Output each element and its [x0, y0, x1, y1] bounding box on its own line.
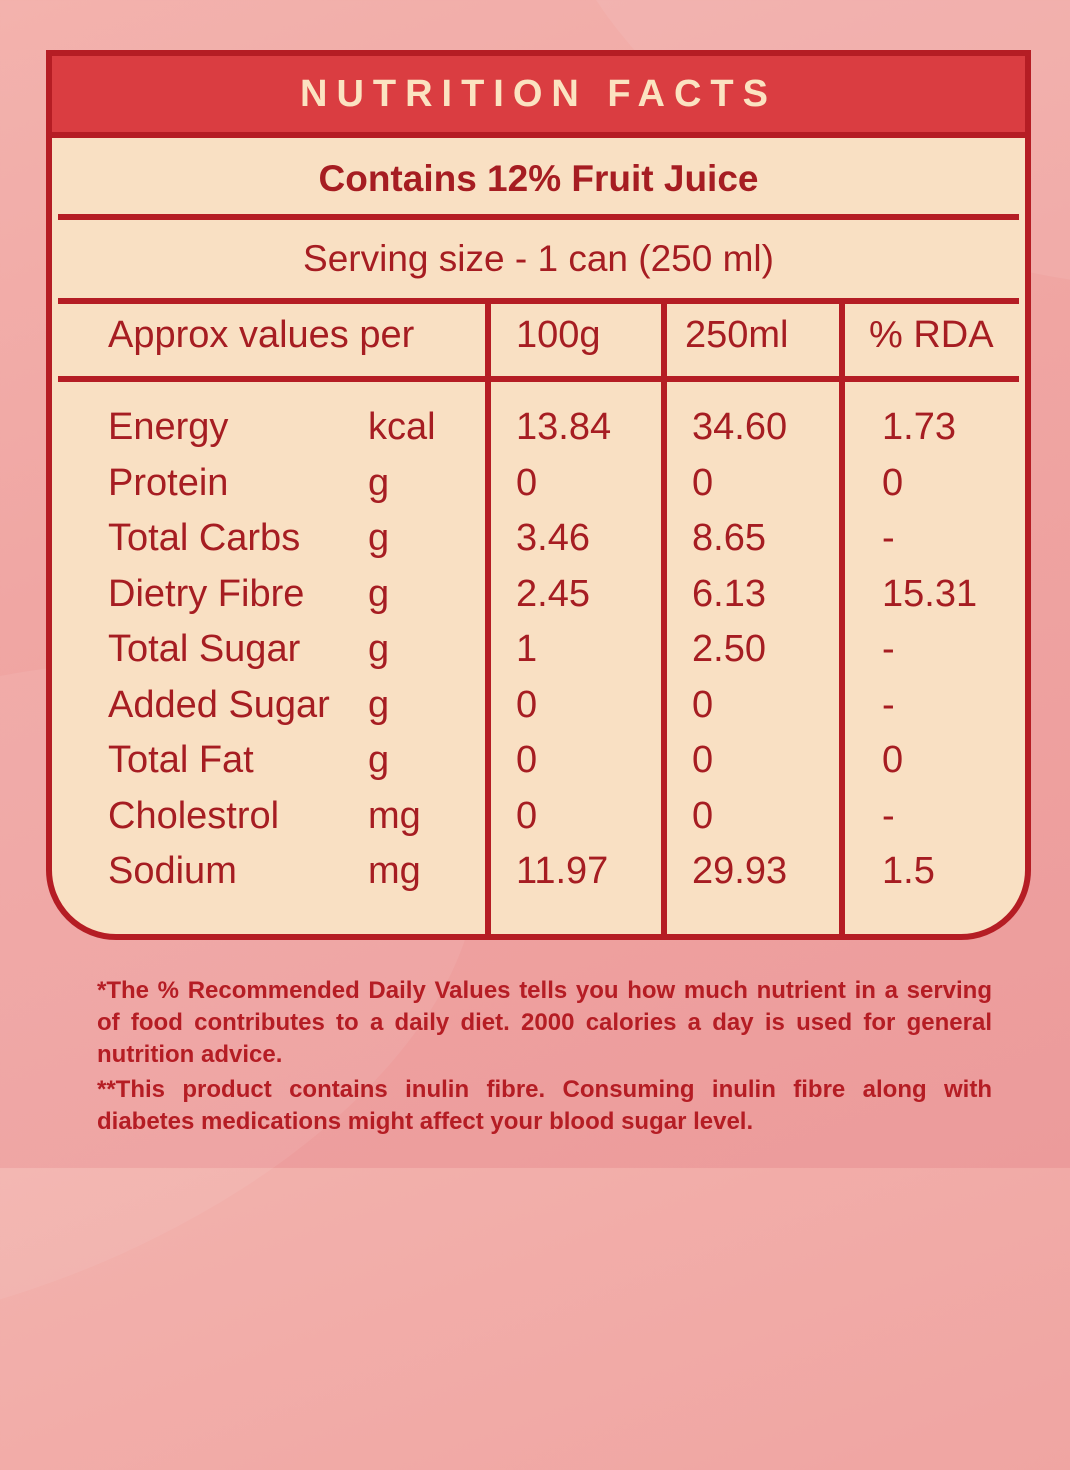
- divider: [58, 298, 1019, 304]
- value-per-250ml: 0: [692, 461, 714, 504]
- nutrition-facts-panel: NUTRITION FACTS Contains 12% Fruit Juice…: [46, 50, 1031, 940]
- nutrient-name: Added Sugar: [108, 683, 330, 726]
- nutrient-name: Total Fat: [108, 739, 254, 781]
- nutrient-unit: g: [368, 461, 390, 504]
- value-rda: -: [882, 683, 895, 726]
- value-rda: 0: [882, 739, 904, 781]
- value-per-100g: 0: [516, 683, 538, 726]
- nutrient-name: Sodium: [108, 850, 237, 892]
- table-row: Sodium mg 11.97 29.93 1.5: [58, 850, 1019, 905]
- table-row: Dietry Fibre g 2.45 6.13 15.31: [58, 573, 1019, 628]
- table-row: Energy kcal 13.84 34.60 1.73: [58, 406, 1019, 461]
- nutrient-unit: g: [368, 739, 390, 781]
- table-row: Added Sugar g 0 0 -: [58, 684, 1019, 739]
- value-rda: 0: [882, 461, 904, 504]
- nutrient-unit: g: [368, 572, 390, 615]
- rda-footnote: *The % Recommended Daily Values tells yo…: [97, 977, 992, 1068]
- column-header-250ml: 250ml: [685, 314, 789, 356]
- nutrient-name: Total Carbs: [108, 517, 301, 559]
- value-per-250ml: 2.50: [692, 628, 766, 670]
- nutrient-name: Protein: [108, 461, 229, 504]
- divider: [58, 214, 1019, 220]
- value-per-250ml: 6.13: [692, 572, 766, 615]
- column-header-rda: % RDA: [869, 314, 994, 356]
- nutrient-unit: mg: [368, 850, 421, 892]
- value-per-250ml: 8.65: [692, 517, 766, 559]
- column-divider: [839, 298, 845, 934]
- column-header-label: Approx values per: [108, 314, 415, 356]
- value-per-100g: 13.84: [516, 406, 612, 448]
- nutrient-unit: kcal: [368, 406, 436, 448]
- value-per-100g: 0: [516, 461, 538, 504]
- value-per-100g: 0: [516, 739, 538, 781]
- column-divider: [485, 298, 491, 934]
- juice-content-note: Contains 12% Fruit Juice: [318, 158, 759, 199]
- nutrient-name: Total Sugar: [108, 628, 301, 670]
- table-row: Total Sugar g 1 2.50 -: [58, 628, 1019, 683]
- value-rda: -: [882, 794, 895, 837]
- value-per-100g: 11.97: [516, 850, 609, 892]
- table-row: Protein g 0 0 0: [58, 462, 1019, 517]
- nutrient-name: Cholestrol: [108, 794, 280, 837]
- value-rda: -: [882, 628, 895, 670]
- value-per-250ml: 34.60: [692, 406, 788, 448]
- value-per-100g: 1: [516, 628, 538, 670]
- value-per-250ml: 0: [692, 683, 714, 726]
- nutrient-name: Dietry Fibre: [108, 572, 305, 615]
- value-per-100g: 0: [516, 794, 538, 837]
- value-per-250ml: 0: [692, 794, 714, 837]
- nutrient-unit: mg: [368, 794, 421, 837]
- table-row: Total Fat g 0 0 0: [58, 739, 1019, 794]
- value-per-250ml: 29.93: [692, 850, 788, 892]
- value-rda: 15.31: [882, 572, 978, 615]
- column-divider: [661, 298, 667, 934]
- nutrient-name: Energy: [108, 406, 229, 448]
- value-rda: 1.5: [882, 850, 935, 892]
- serving-size: Serving size - 1 can (250 ml): [303, 238, 774, 279]
- divider: [58, 376, 1019, 382]
- inulin-footnote: **This product contains inulin fibre. Co…: [97, 1076, 992, 1135]
- value-per-100g: 3.46: [516, 517, 590, 559]
- table-row: Cholestrol mg 0 0 -: [58, 795, 1019, 850]
- nutrition-table: Contains 12% Fruit Juice Serving size - …: [58, 138, 1019, 934]
- column-header-100g: 100g: [516, 314, 601, 356]
- nutrient-unit: g: [368, 517, 390, 559]
- value-rda: -: [882, 517, 895, 559]
- nutrient-unit: g: [368, 628, 390, 670]
- nutrient-unit: g: [368, 683, 390, 726]
- value-per-250ml: 0: [692, 739, 714, 781]
- value-per-100g: 2.45: [516, 572, 590, 615]
- table-row: Total Carbs g 3.46 8.65 -: [58, 517, 1019, 572]
- value-rda: 1.73: [882, 406, 956, 448]
- panel-title: NUTRITION FACTS: [52, 56, 1025, 138]
